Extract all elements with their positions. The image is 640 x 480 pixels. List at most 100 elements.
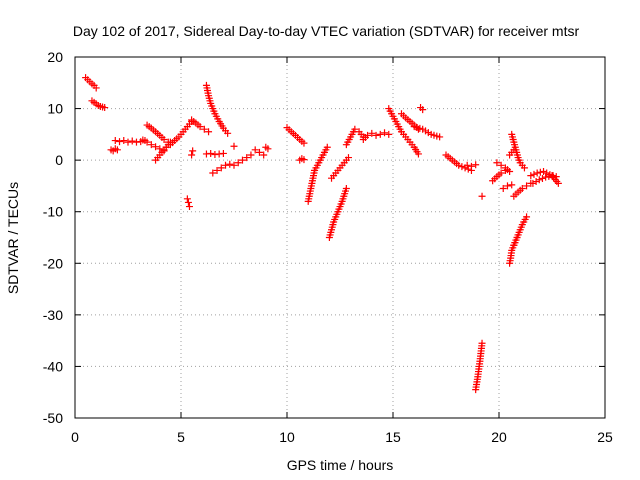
- axis-ticks: [74, 56, 606, 419]
- data-point: [209, 169, 217, 177]
- data-point: [503, 182, 511, 190]
- series-seg9: [188, 116, 213, 136]
- series-seg15: [230, 142, 238, 150]
- series-seg39: [510, 213, 531, 249]
- series-seg24: [328, 154, 352, 182]
- data-point: [372, 131, 380, 139]
- data-point: [160, 136, 168, 144]
- data-point: [510, 146, 518, 154]
- series-seg17: [251, 146, 268, 159]
- series-seg19: [283, 124, 308, 147]
- data-point: [540, 167, 548, 175]
- data-point: [139, 136, 147, 144]
- data-point: [234, 159, 242, 167]
- data-point: [414, 150, 422, 158]
- series-seg1: [82, 74, 100, 92]
- data-point: [419, 106, 427, 114]
- data-point: [196, 123, 204, 131]
- data-point: [101, 104, 109, 112]
- series-seg42: [510, 179, 535, 200]
- data-point: [230, 161, 238, 169]
- data-point: [472, 161, 480, 169]
- plot-frame: [74, 56, 606, 419]
- data-point: [224, 129, 232, 137]
- series-seg30: [410, 123, 444, 141]
- data-point: [189, 147, 197, 155]
- y-tick-label: 20: [47, 49, 63, 65]
- data-point: [128, 137, 136, 145]
- grid: [75, 57, 605, 418]
- series-seg10: [183, 195, 193, 211]
- series-seg14: [209, 160, 234, 177]
- data-point: [92, 84, 100, 92]
- series-seg40: [508, 130, 528, 172]
- data-point: [436, 133, 444, 141]
- data-point: [455, 161, 463, 169]
- data-point: [323, 143, 331, 151]
- data-point: [152, 143, 160, 151]
- data-point: [344, 154, 352, 162]
- data-point: [207, 149, 215, 157]
- data-point: [497, 169, 505, 177]
- data-point: [147, 141, 155, 149]
- series-seg34: [478, 192, 486, 200]
- data-point: [143, 138, 151, 146]
- data-point: [523, 213, 531, 221]
- data-point: [532, 178, 540, 186]
- data-point: [120, 137, 128, 145]
- series-seg12: [202, 81, 232, 137]
- data-point: [463, 161, 471, 169]
- data-point: [527, 172, 535, 180]
- x-tick-label: 25: [597, 429, 613, 445]
- data-point: [255, 148, 263, 156]
- data-point: [213, 166, 221, 174]
- data-point: [535, 176, 543, 184]
- data-point: [554, 179, 562, 187]
- data-point: [247, 151, 255, 159]
- x-tick-label: 15: [385, 429, 401, 445]
- x-tick-labels: 0 5 10 15 20 25: [71, 429, 613, 445]
- series-seg3: [107, 145, 121, 155]
- x-tick-label: 5: [177, 429, 185, 445]
- series-seg38: [506, 231, 522, 267]
- data-point: [376, 130, 384, 138]
- data-point: [226, 160, 234, 168]
- data-point: [351, 125, 359, 133]
- data-point: [162, 143, 170, 151]
- data-point: [113, 146, 121, 154]
- y-tick-label: 10: [47, 101, 63, 117]
- series-seg31: [442, 151, 475, 174]
- series-seg27: [385, 105, 422, 158]
- data-point: [217, 164, 225, 172]
- data-point: [478, 192, 486, 200]
- series-seg8: [162, 117, 196, 151]
- data-point: [222, 161, 230, 169]
- series-seg20: [296, 155, 308, 164]
- series-seg37: [499, 181, 516, 193]
- data-point: [458, 163, 466, 171]
- data-point: [124, 138, 132, 146]
- data-point: [520, 164, 528, 172]
- data-point: [467, 162, 475, 170]
- series-seg25: [342, 125, 367, 149]
- series-seg11: [188, 147, 197, 159]
- data-point: [260, 151, 268, 159]
- data-point: [523, 182, 531, 190]
- data-point: [499, 185, 507, 193]
- x-tick-label: 0: [71, 429, 79, 445]
- data-point: [116, 138, 124, 146]
- data-point: [342, 185, 350, 193]
- data-point: [364, 131, 372, 139]
- series-seg33: [472, 339, 486, 394]
- series-seg18: [262, 143, 272, 153]
- data-point: [156, 145, 164, 153]
- data-point: [381, 129, 389, 137]
- data-point: [183, 195, 191, 203]
- series-seg2: [88, 97, 109, 112]
- series-seg13: [202, 149, 227, 158]
- data-point: [200, 125, 208, 133]
- series-seg29: [417, 104, 427, 114]
- chart-title: Day 102 of 2017, Sidereal Day-to-day VTE…: [73, 23, 580, 39]
- data-point: [230, 142, 238, 150]
